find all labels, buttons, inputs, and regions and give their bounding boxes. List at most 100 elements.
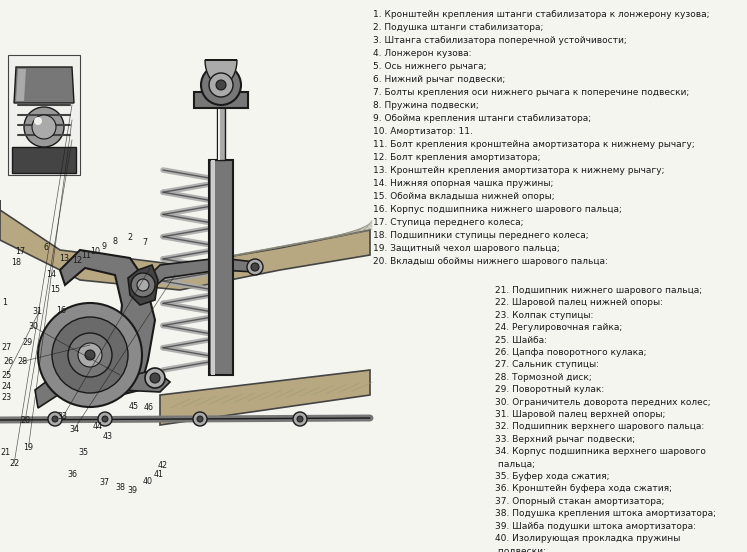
Polygon shape	[12, 147, 76, 173]
Text: 1: 1	[2, 298, 7, 307]
Polygon shape	[211, 160, 215, 375]
Text: 28: 28	[17, 357, 27, 366]
Circle shape	[131, 273, 155, 297]
Text: 10. Амортизатор: 11.: 10. Амортизатор: 11.	[373, 127, 473, 136]
Text: 44: 44	[93, 422, 103, 431]
Circle shape	[68, 333, 112, 377]
Polygon shape	[209, 160, 233, 375]
Text: 25. Шайба:: 25. Шайба:	[495, 336, 547, 344]
Text: 36: 36	[67, 470, 77, 479]
Text: подвески:: подвески:	[495, 546, 546, 552]
Text: 7. Болты крепления оси нижнего рычага к поперечине подвески;: 7. Болты крепления оси нижнего рычага к …	[373, 88, 689, 97]
Text: 36. Кронштейн буфера хода сжатия;: 36. Кронштейн буфера хода сжатия;	[495, 485, 672, 493]
Text: 15. Обойма вкладыша нижней опоры;: 15. Обойма вкладыша нижней опоры;	[373, 192, 554, 201]
Text: 40. Изолирующая прокладка пружины: 40. Изолирующая прокладка пружины	[495, 534, 681, 543]
Circle shape	[137, 279, 149, 291]
Text: пальца;: пальца;	[495, 460, 535, 469]
Text: 3. Штанга стабилизатора поперечной устойчивости;: 3. Штанга стабилизатора поперечной устой…	[373, 36, 627, 45]
Text: 16. Корпус подшипника нижнего шарового пальца;: 16. Корпус подшипника нижнего шарового п…	[373, 205, 622, 214]
Circle shape	[78, 343, 102, 367]
Circle shape	[201, 65, 241, 105]
Circle shape	[52, 416, 58, 422]
Text: 45: 45	[128, 402, 138, 411]
Polygon shape	[35, 370, 170, 408]
Text: 22: 22	[9, 459, 19, 468]
Polygon shape	[194, 92, 248, 108]
Text: 34: 34	[69, 425, 79, 434]
FancyBboxPatch shape	[8, 55, 80, 175]
Text: 15: 15	[51, 285, 61, 294]
Text: 28. Тормозной диск;: 28. Тормозной диск;	[495, 373, 592, 382]
Text: 12: 12	[72, 256, 82, 265]
Text: 2. Подушка штанги стабилизатора;: 2. Подушка штанги стабилизатора;	[373, 23, 543, 32]
Text: 39. Шайба подушки штока амортизатора:: 39. Шайба подушки штока амортизатора:	[495, 522, 696, 530]
Circle shape	[38, 303, 142, 407]
Text: 20: 20	[20, 416, 30, 425]
Text: 34. Корпус подшипника верхнего шарового: 34. Корпус подшипника верхнего шарового	[495, 447, 706, 456]
Text: 23. Колпак ступицы:: 23. Колпак ступицы:	[495, 311, 593, 320]
Text: 42: 42	[158, 461, 168, 470]
Text: 31. Шаровой палец верхней опоры;: 31. Шаровой палец верхней опоры;	[495, 410, 666, 419]
Circle shape	[52, 317, 128, 393]
Polygon shape	[16, 69, 26, 101]
Circle shape	[197, 416, 203, 422]
Circle shape	[216, 80, 226, 90]
Text: 21. Подшипник нижнего шарового пальца;: 21. Подшипник нижнего шарового пальца;	[495, 286, 702, 295]
Text: 11. Болт крепления кронштейна амортизатора к нижнему рычагу;: 11. Болт крепления кронштейна амортизато…	[373, 140, 695, 149]
Polygon shape	[160, 370, 370, 425]
Text: 37: 37	[99, 478, 109, 487]
Circle shape	[34, 117, 42, 125]
Text: 17. Ступица переднего колеса;: 17. Ступица переднего колеса;	[373, 218, 524, 227]
Text: 27: 27	[1, 343, 12, 352]
Circle shape	[145, 368, 165, 388]
Polygon shape	[0, 200, 370, 290]
Text: 14: 14	[46, 270, 56, 279]
Text: 35: 35	[78, 448, 88, 457]
Text: 24: 24	[1, 382, 12, 391]
Text: 23: 23	[1, 393, 12, 402]
Text: 30. Ограничитель доворота передних колес;: 30. Ограничитель доворота передних колес…	[495, 397, 710, 407]
Text: 33: 33	[58, 412, 68, 421]
Text: 12. Болт крепления амортизатора;: 12. Болт крепления амортизатора;	[373, 153, 541, 162]
Text: 9: 9	[102, 242, 107, 251]
Text: 17: 17	[15, 247, 25, 256]
Text: 46: 46	[144, 403, 154, 412]
Text: 2: 2	[127, 233, 132, 242]
Polygon shape	[217, 90, 225, 160]
Text: 38: 38	[115, 483, 125, 492]
Text: 39: 39	[128, 486, 137, 495]
Circle shape	[24, 107, 64, 147]
Polygon shape	[145, 258, 255, 292]
Text: 18: 18	[12, 258, 22, 267]
Circle shape	[85, 350, 95, 360]
Circle shape	[48, 412, 62, 426]
Text: 35. Буфер хода сжатия;: 35. Буфер хода сжатия;	[495, 472, 610, 481]
Text: 21: 21	[1, 448, 10, 457]
Text: 9. Обойма крепления штанги стабилизатора;: 9. Обойма крепления штанги стабилизатора…	[373, 114, 591, 123]
Text: 27. Сальник ступицы:: 27. Сальник ступицы:	[495, 360, 599, 369]
Text: 41: 41	[153, 470, 164, 479]
Text: 20. Вкладыш обоймы нижнего шарового пальца:: 20. Вкладыш обоймы нижнего шарового паль…	[373, 257, 608, 266]
Text: 11: 11	[81, 251, 91, 259]
Text: 30: 30	[28, 322, 38, 331]
Text: 7: 7	[143, 238, 148, 247]
Text: 26: 26	[3, 357, 13, 366]
Polygon shape	[60, 250, 155, 395]
Text: 10: 10	[90, 247, 100, 256]
Circle shape	[251, 263, 259, 271]
Polygon shape	[14, 67, 74, 103]
Circle shape	[98, 412, 112, 426]
Text: 14. Нижняя опорная чашка пружины;: 14. Нижняя опорная чашка пружины;	[373, 179, 554, 188]
Polygon shape	[205, 60, 237, 85]
Text: 37. Опорный стакан амортизатора;: 37. Опорный стакан амортизатора;	[495, 497, 664, 506]
Text: 26. Цапфа поворотного кулака;: 26. Цапфа поворотного кулака;	[495, 348, 646, 357]
Text: 13: 13	[59, 254, 69, 263]
Text: 29. Поворотный кулак:: 29. Поворотный кулак:	[495, 385, 604, 394]
Text: 13. Кронштейн крепления амортизатора к нижнему рычагу;: 13. Кронштейн крепления амортизатора к н…	[373, 166, 665, 175]
Text: 29: 29	[22, 338, 33, 347]
Text: 4. Лонжерон кузова:: 4. Лонжерон кузова:	[373, 49, 471, 58]
Text: 8. Пружина подвески;: 8. Пружина подвески;	[373, 101, 479, 110]
Text: 8: 8	[112, 237, 117, 246]
Circle shape	[102, 416, 108, 422]
Text: 25: 25	[1, 371, 12, 380]
